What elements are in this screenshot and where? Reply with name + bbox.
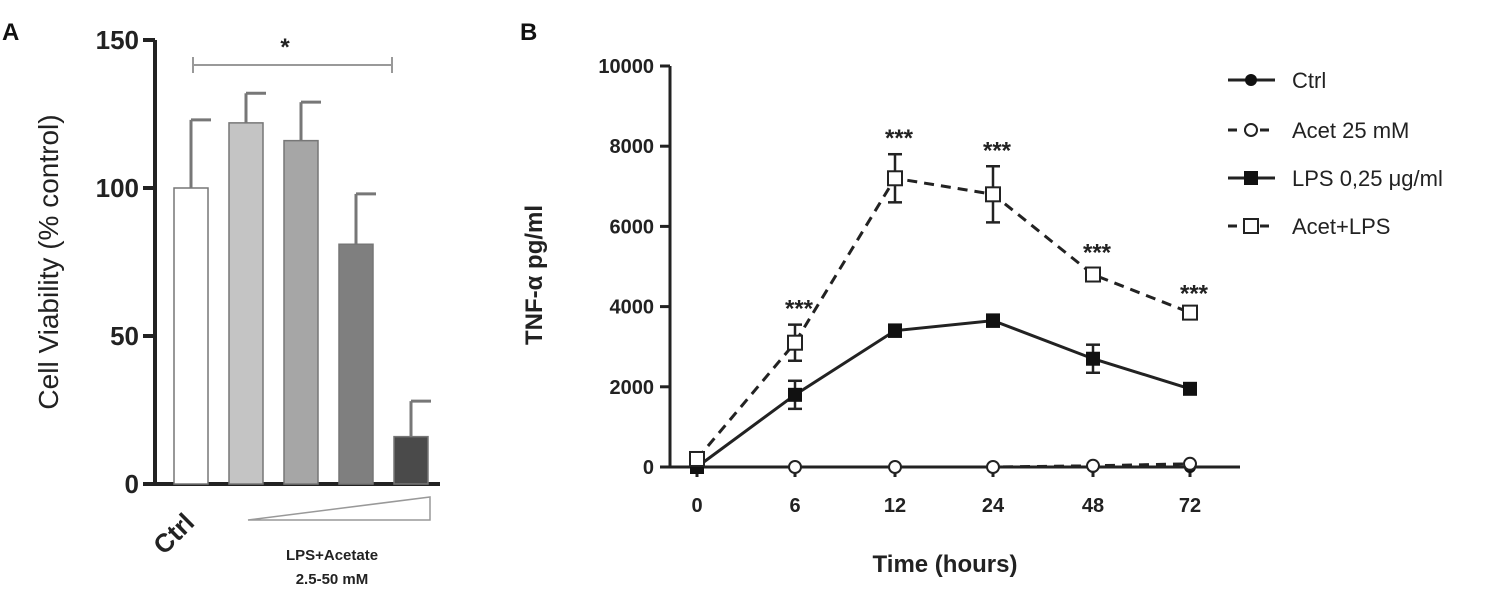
panel-a-bars [173, 91, 431, 485]
panel-b-series [689, 152, 1198, 474]
panel-b-x-tick-label: 6 [789, 495, 800, 517]
panel-b-legend-entry: Ctrl [1228, 68, 1326, 93]
panel-b-legend-label: Acet+LPS [1292, 214, 1390, 239]
panel-b-letter: B [520, 19, 537, 46]
panel-a-y-tick-label: 0 [125, 469, 139, 499]
panel-b-y-axis-title: TNF-α pg/ml [521, 205, 548, 345]
panel-a-y-tick-label: 50 [110, 321, 139, 351]
panel-a-letter: A [2, 19, 19, 46]
panel-b-legend-entry: Acet 25 mM [1228, 118, 1409, 143]
panel-b-data-point [1085, 266, 1101, 283]
panel-b-data-point [787, 334, 803, 351]
panel-b-x-axis-title: Time (hours) [873, 551, 1018, 578]
panel-a-bar [228, 122, 264, 485]
panel-b-data-point [888, 323, 902, 338]
panel-a-concentration-wedge [247, 496, 431, 521]
panel-b-x-tick-label: 0 [691, 495, 702, 517]
panel-b-chart: B TNF-α pg/ml Time (hours) 0 2000 4000 6000… [520, 19, 1443, 578]
panel-b-legend-label: Ctrl [1292, 68, 1326, 93]
panel-b-legend-marker [1245, 74, 1257, 86]
panel-b-series-group [690, 313, 1197, 474]
panel-b-data-point [985, 186, 1001, 203]
panel-b-series-group [689, 152, 1198, 467]
panel-b-significance-stars: *** [1180, 280, 1209, 307]
panel-b-legend-marker [1243, 218, 1259, 234]
panel-a-x-tick-label: Ctrl [147, 507, 200, 560]
panel-a-bar [393, 435, 429, 485]
panel-b-y-tick-label: 6000 [610, 216, 655, 238]
panel-b-y-tick-label: 0 [643, 457, 654, 479]
panel-b-data-point [1183, 381, 1197, 396]
panel-b-data-point [788, 460, 802, 474]
panel-b-significance-stars: *** [785, 296, 814, 323]
panel-b-data-point [1182, 304, 1198, 321]
panel-b-data-point [887, 170, 903, 187]
panel-a-y-axis-title: Cell Viability (% control) [33, 114, 64, 409]
panel-b-y-tick-label: 2000 [610, 377, 655, 399]
panel-a-y-tick-label: 100 [96, 173, 139, 203]
panel-b-y-tick-label: 4000 [610, 297, 655, 319]
panel-a-significance-star: * [280, 34, 290, 61]
panel-b-data-point [986, 460, 1000, 474]
panel-a-bar [338, 243, 374, 485]
panel-b-legend-marker [1244, 123, 1258, 137]
panel-b-legend-label: LPS 0,25 μg/ml [1292, 166, 1443, 191]
panel-b-x-tick-label: 12 [884, 495, 906, 517]
panel-a-bar [173, 187, 209, 485]
panel-a-axes: 0 50 100 150 [96, 25, 440, 499]
panel-a-group-label-line2: 2.5-50 mM [296, 571, 369, 588]
panel-b-x-tick-label: 48 [1082, 495, 1104, 517]
panel-b-y-tick-label: 8000 [610, 136, 655, 158]
panel-a-chart: A Cell Viability (% control) 0 50 100 150 *… [2, 19, 440, 588]
panel-a-x-labels: Ctrl LPS+Acetate 2.5-50 mM [147, 496, 431, 588]
panel-b-significance-stars: *** [983, 137, 1012, 164]
panel-b-series-line [695, 176, 1191, 460]
panel-b-data-point [986, 313, 1000, 328]
panel-b-series-line [697, 462, 1191, 469]
panel-b-data-point [1183, 456, 1197, 471]
panel-a-significance: * [192, 34, 393, 73]
panel-b-x-tick-label: 72 [1179, 495, 1201, 517]
panel-a-y-tick-label: 150 [96, 25, 139, 55]
panel-b-legend-marker [1244, 171, 1258, 185]
panel-b-legend-label: Acet 25 mM [1292, 118, 1409, 143]
panel-b-data-point [888, 460, 902, 474]
panel-b-y-tick-label: 10000 [598, 56, 654, 78]
panel-b-data-point [1086, 458, 1100, 473]
panel-b-series-line [696, 319, 1191, 469]
panel-a-bar [283, 139, 319, 485]
panel-b-data-point [788, 387, 802, 402]
panel-b-significance-stars: *** [885, 125, 914, 152]
panel-b-data-point [1086, 351, 1100, 366]
panel-b-legend-entry: LPS 0,25 μg/ml [1228, 166, 1443, 191]
panel-b-significance-stars: *** [1083, 240, 1112, 267]
panel-b-data-point [689, 450, 705, 467]
panel-b-legend: Ctrl Acet 25 mM LPS 0,25 μg/ml Acet+LPS [1228, 68, 1443, 239]
panel-b-x-tick-label: 24 [982, 495, 1005, 517]
panel-b-axes: 0 2000 4000 6000 8000 10000 0 6 12 24 48 72 [598, 56, 1240, 517]
panel-b-legend-entry: Acet+LPS [1228, 214, 1390, 239]
panel-b-series-group [690, 456, 1197, 474]
panel-a-group-label-line1: LPS+Acetate [286, 547, 378, 564]
panel-b-annotations: *** *** *** *** *** [785, 125, 1209, 322]
